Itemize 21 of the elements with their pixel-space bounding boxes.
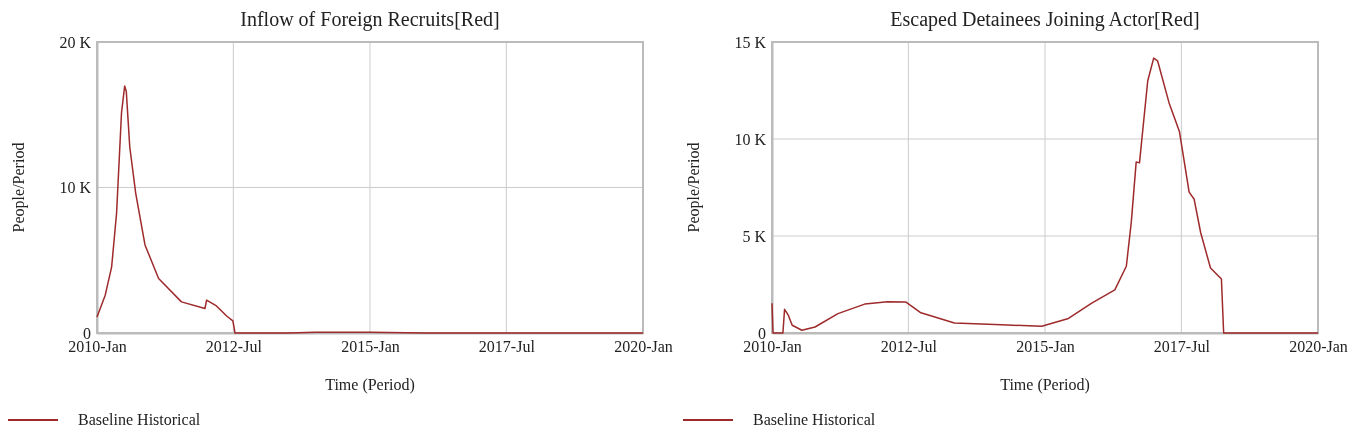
x-axis-title: Time (Period) bbox=[1000, 376, 1090, 394]
x-tick-label: 2012-Jul bbox=[205, 338, 263, 356]
x-tick-label: 2012-Jul bbox=[880, 338, 938, 356]
legend-label: Baseline Historical bbox=[78, 411, 201, 428]
chart-title: Inflow of Foreign Recruits[Red] bbox=[240, 8, 500, 31]
x-tick-label: 2017-Jul bbox=[1153, 338, 1211, 356]
x-tick-label: 2015-Jan bbox=[1016, 338, 1075, 356]
y-tick-label: 10 K bbox=[59, 179, 92, 197]
y-axis-title: People/Period bbox=[10, 142, 28, 233]
y-tick-label: 10 K bbox=[734, 130, 767, 148]
y-tick-label: 15 K bbox=[734, 33, 767, 51]
x-axis-title: Time (Period) bbox=[325, 376, 415, 394]
chart-title: Escaped Detainees Joining Actor[Red] bbox=[890, 8, 1200, 31]
x-tick-label: 2020-Jan bbox=[1289, 338, 1348, 356]
x-tick-label: 2020-Jan bbox=[614, 338, 673, 356]
y-tick-label: 5 K bbox=[742, 227, 767, 245]
x-tick-label: 2017-Jul bbox=[478, 338, 536, 356]
y-tick-label: 20 K bbox=[59, 33, 92, 51]
y-axis-title: People/Period bbox=[685, 142, 703, 233]
x-tick-label: 2015-Jan bbox=[341, 338, 400, 356]
legend-label: Baseline Historical bbox=[753, 411, 876, 428]
